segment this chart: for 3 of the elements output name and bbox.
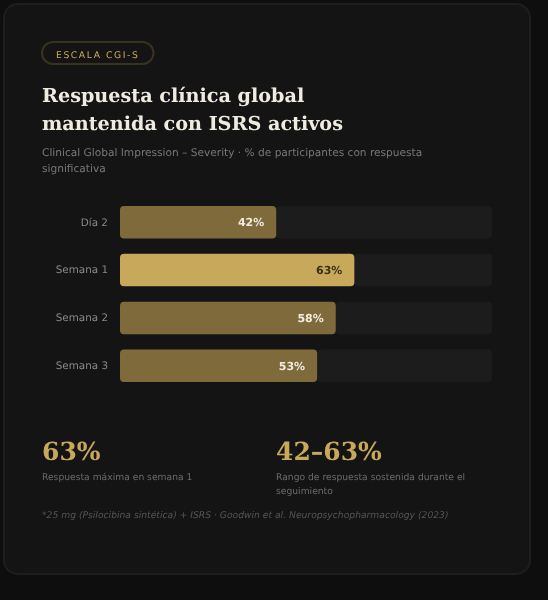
text: 42–63%	[276, 436, 383, 466]
text: 63%	[42, 436, 101, 466]
chart-title: Respuesta clínica global mantenida con ISRS activos	[42, 86, 343, 136]
